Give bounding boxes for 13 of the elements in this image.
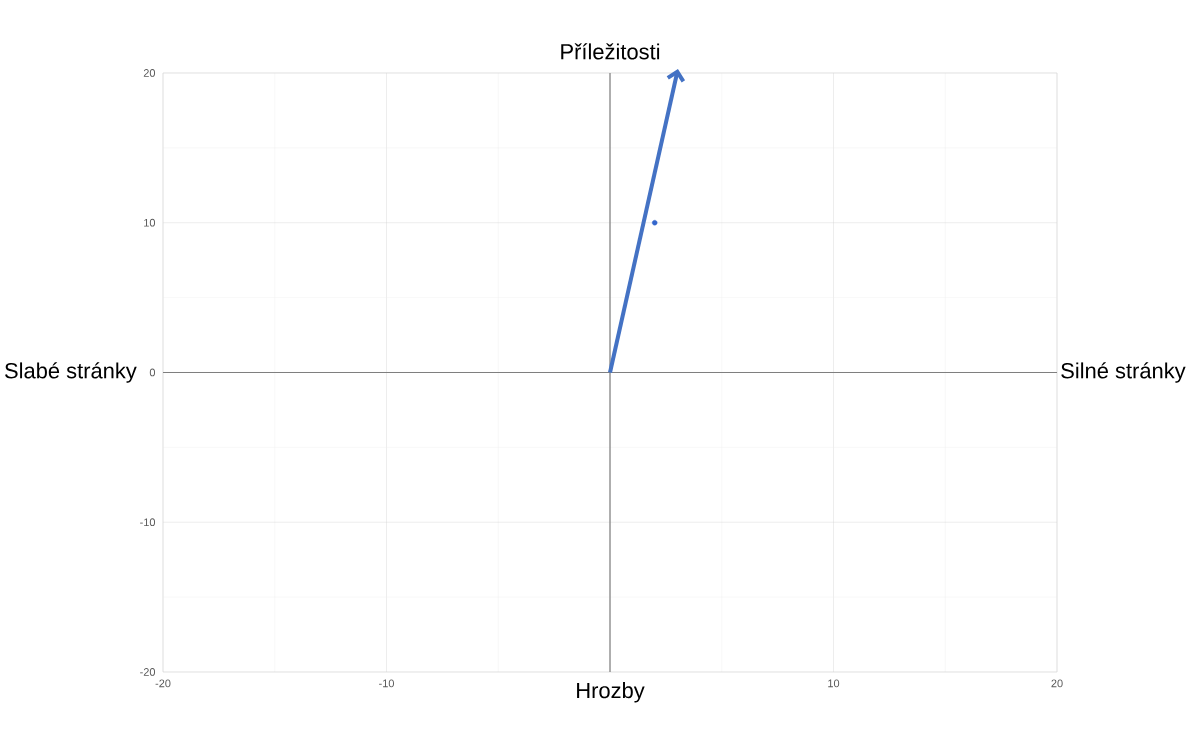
text: Slabé stránky bbox=[5, 362, 137, 383]
y-tick-label: 10 bbox=[144, 218, 156, 227]
text: Silné stránky bbox=[1061, 362, 1186, 383]
y-tick-label: 20 bbox=[143, 69, 156, 77]
x-tick-label: 10 bbox=[828, 679, 840, 688]
x-tick-label: -20 bbox=[155, 679, 171, 688]
x-tick-label: 20 bbox=[1051, 679, 1063, 688]
y-tick-label: -10 bbox=[140, 518, 156, 527]
y-tick-label: 0 bbox=[149, 368, 156, 377]
y-tick-label: -20 bbox=[140, 668, 156, 676]
chart-title: Příležitosti bbox=[561, 43, 660, 60]
x-axis-title: Hrozby bbox=[577, 682, 645, 703]
x-tick-label: -10 bbox=[379, 679, 394, 688]
